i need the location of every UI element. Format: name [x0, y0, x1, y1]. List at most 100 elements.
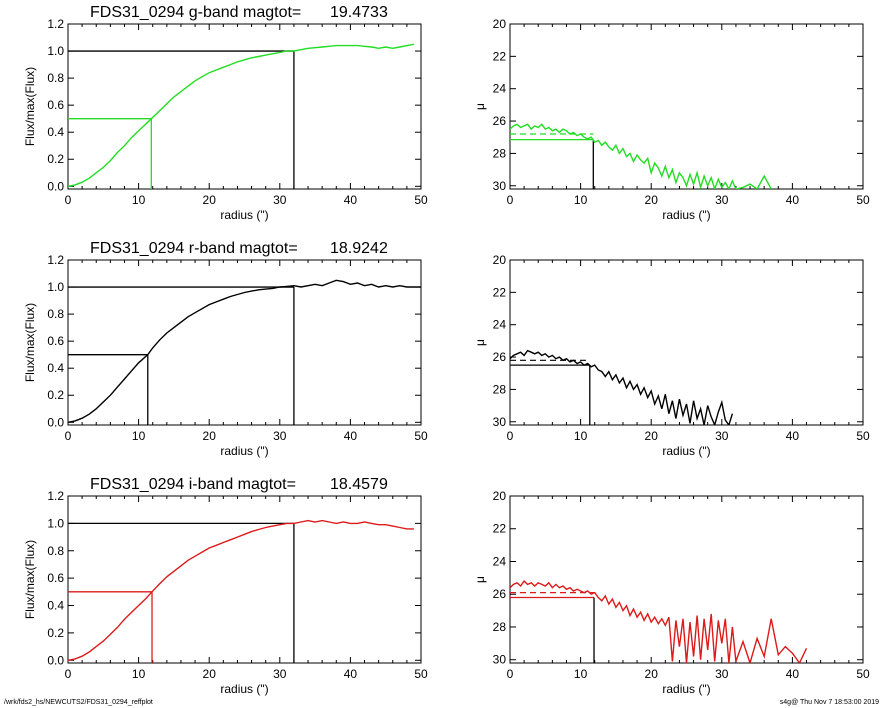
y-tick-label: 0.4 [47, 125, 64, 139]
y-tick-label: 0.8 [47, 71, 64, 85]
y-tick-label: 0.6 [47, 334, 64, 348]
x-axis-label: radius (") [662, 682, 710, 696]
y-tick-label: 26 [493, 114, 507, 128]
y-tick-label: 30 [493, 653, 507, 667]
x-tick-label: 20 [203, 193, 217, 207]
panel-title: FDS31_0294 i-band magtot= [90, 476, 296, 493]
x-tick-label: 50 [856, 193, 870, 207]
profile-series-line [68, 519, 414, 661]
y-tick-label: 0.0 [47, 179, 64, 193]
plot-frame [67, 259, 422, 426]
magtot-value: 19.4733 [330, 4, 388, 21]
profile-series-line [510, 349, 734, 425]
x-tick-label: 10 [574, 193, 588, 207]
x-tick-label: 20 [645, 429, 659, 443]
x-axis-label: radius (") [220, 208, 268, 222]
y-tick-label: 1.0 [47, 44, 64, 58]
x-tick-label: 10 [132, 667, 146, 681]
x-tick-label: 50 [856, 667, 870, 681]
x-tick-label: 40 [344, 667, 358, 681]
y-axis-label: μ [473, 103, 487, 110]
y-tick-label: 30 [493, 415, 507, 429]
x-tick-label: 0 [65, 667, 72, 681]
y-tick-label: 20 [493, 489, 507, 503]
panel-cumulative-flux-0: 0 10 20 30 40 50 0.0 0.2 0.4 0.6 0.8 1.0 1.2 radius (… [23, 4, 428, 222]
panel-surface-brightness-1: 0 10 20 30 40 50 20 22 24 26 28 30 radius (") μ [473, 17, 870, 222]
magtot-value: 18.9242 [330, 240, 388, 257]
profile-series-line [68, 279, 421, 423]
x-axis-label: radius (") [220, 444, 268, 458]
panel-cumulative-flux-4: 0 10 20 30 40 50 0.0 0.2 0.4 0.6 0.8 1.0 1.2 radius (… [23, 476, 428, 696]
profile-series-line [68, 43, 415, 187]
x-tick-label: 40 [786, 429, 800, 443]
y-tick-label: 0.4 [47, 599, 64, 613]
y-tick-label: 0.4 [47, 361, 64, 375]
y-tick-label: 1.0 [47, 516, 64, 530]
panel-cumulative-flux-2: 0 10 20 30 40 50 0.0 0.2 0.4 0.6 0.8 1.0 1.2 radius (… [23, 240, 428, 458]
x-tick-label: 40 [786, 667, 800, 681]
x-tick-label: 20 [645, 193, 659, 207]
x-tick-label: 50 [414, 193, 428, 207]
footer-path: /wrk/fds2_hs/NEWCUTS2/FDS31_0294_reffplo… [4, 699, 153, 706]
y-tick-label: 24 [493, 554, 507, 568]
x-axis-label: radius (") [662, 208, 710, 222]
y-tick-label: 0.8 [47, 307, 64, 321]
y-tick-label: 26 [493, 587, 507, 601]
y-tick-label: 28 [493, 620, 507, 634]
y-tick-label: 0.0 [47, 415, 64, 429]
x-tick-label: 20 [203, 667, 217, 681]
x-tick-label: 30 [715, 667, 729, 681]
y-tick-label: 26 [493, 350, 507, 364]
y-tick-label: 0.6 [47, 571, 64, 585]
panel-title: FDS31_0294 g-band magtot= [90, 4, 301, 21]
plot-frame [509, 495, 864, 664]
magtot-value: 18.4579 [330, 476, 388, 493]
x-tick-label: 20 [203, 429, 217, 443]
x-tick-label: 30 [715, 193, 729, 207]
y-tick-label: 0.0 [47, 653, 64, 667]
x-tick-label: 40 [344, 429, 358, 443]
y-tick-label: 1.2 [47, 253, 64, 267]
panel-title: FDS31_0294 r-band magtot= [90, 240, 298, 257]
x-axis-label: radius (") [662, 444, 710, 458]
y-tick-label: 24 [493, 82, 507, 96]
y-tick-label: 0.8 [47, 544, 64, 558]
y-tick-label: 0.2 [47, 388, 64, 402]
x-tick-label: 0 [507, 667, 514, 681]
profile-series-line [510, 123, 772, 189]
y-tick-label: 20 [493, 17, 507, 31]
y-tick-label: 1.2 [47, 489, 64, 503]
x-tick-label: 30 [273, 193, 287, 207]
y-tick-label: 0.2 [47, 626, 64, 640]
x-axis-label: radius (") [220, 682, 268, 696]
x-tick-label: 10 [132, 429, 146, 443]
panel-surface-brightness-3: 0 10 20 30 40 50 20 22 24 26 28 30 radius (") μ [473, 253, 870, 458]
x-tick-label: 50 [414, 429, 428, 443]
x-tick-label: 30 [273, 429, 287, 443]
x-tick-label: 10 [574, 667, 588, 681]
y-axis-label: μ [473, 576, 487, 583]
x-tick-label: 50 [856, 429, 870, 443]
y-tick-label: 0.6 [47, 98, 64, 112]
y-axis-label: Flux/max(Flux) [23, 67, 37, 146]
y-tick-label: 22 [493, 49, 507, 63]
x-tick-label: 10 [132, 193, 146, 207]
plot-frame [509, 259, 864, 426]
x-tick-label: 0 [65, 193, 72, 207]
x-tick-label: 0 [507, 429, 514, 443]
profile-series-line [510, 580, 808, 663]
x-tick-label: 30 [273, 667, 287, 681]
y-tick-label: 28 [493, 146, 507, 160]
y-tick-label: 0.2 [47, 152, 64, 166]
y-tick-label: 22 [493, 522, 507, 536]
y-tick-label: 1.2 [47, 17, 64, 31]
y-tick-label: 20 [493, 253, 507, 267]
x-tick-label: 30 [715, 429, 729, 443]
x-tick-label: 40 [786, 193, 800, 207]
x-tick-label: 0 [507, 193, 514, 207]
plot-frame [509, 23, 864, 190]
x-tick-label: 40 [344, 193, 358, 207]
y-axis-label: Flux/max(Flux) [23, 540, 37, 619]
panel-surface-brightness-5: 0 10 20 30 40 50 20 22 24 26 28 30 radius (") μ [473, 489, 870, 696]
